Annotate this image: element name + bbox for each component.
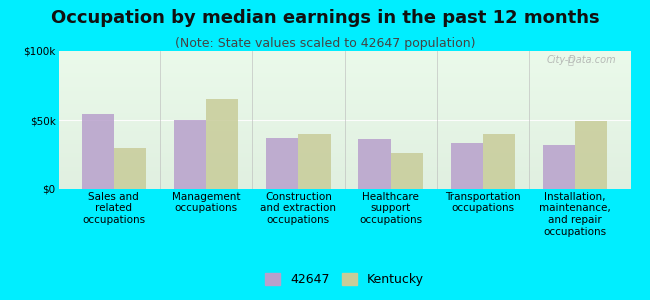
Bar xyxy=(450,143,483,189)
Text: ⓘ: ⓘ xyxy=(567,55,573,65)
Bar xyxy=(81,115,114,189)
Text: (Note: State values scaled to 42647 population): (Note: State values scaled to 42647 popu… xyxy=(175,38,475,50)
Bar xyxy=(174,120,206,189)
Text: City-Data.com: City-Data.com xyxy=(547,55,616,65)
Bar xyxy=(358,139,391,189)
Bar xyxy=(206,99,239,189)
Bar xyxy=(543,145,575,189)
Bar xyxy=(575,122,608,189)
Bar xyxy=(391,153,423,189)
Bar xyxy=(298,134,331,189)
Legend: 42647, Kentucky: 42647, Kentucky xyxy=(265,273,424,286)
Bar xyxy=(483,134,515,189)
Text: Occupation by median earnings in the past 12 months: Occupation by median earnings in the pas… xyxy=(51,9,599,27)
Bar xyxy=(266,138,298,189)
Bar xyxy=(114,148,146,189)
